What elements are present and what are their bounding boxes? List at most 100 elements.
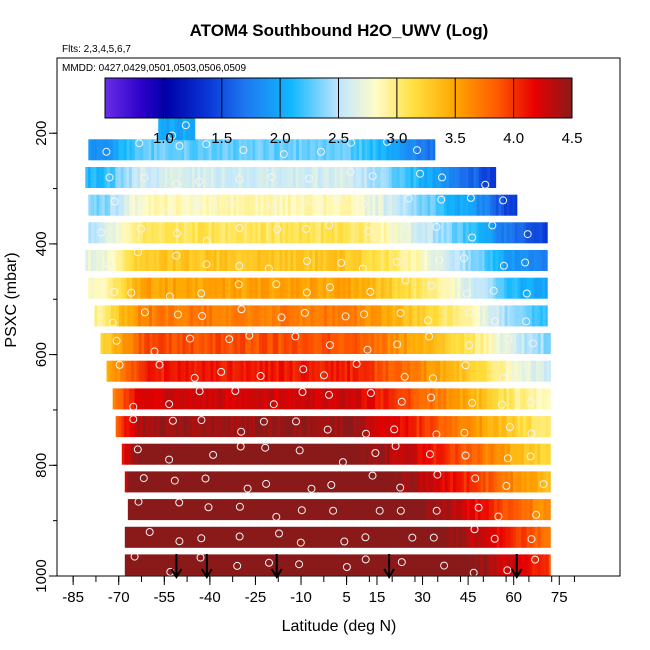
heatmap-cell — [162, 416, 166, 438]
heatmap-cell — [252, 139, 256, 161]
heatmap-cell — [523, 443, 528, 465]
y-tick-label: 1000 — [33, 559, 50, 592]
heatmap-cell — [133, 499, 137, 521]
heatmap-cell — [358, 250, 363, 271]
heatmap-cell — [348, 305, 353, 327]
heatmap-cell — [136, 499, 140, 521]
heatmap-cell — [291, 305, 295, 327]
heatmap-cell — [223, 554, 227, 576]
heatmap-cell — [229, 333, 233, 354]
heatmap-cell — [393, 360, 398, 382]
heatmap-cell — [392, 443, 396, 465]
heatmap-cell — [500, 250, 505, 271]
heatmap-cell — [173, 305, 178, 327]
heatmap-cell — [141, 554, 145, 576]
heatmap-cell — [127, 443, 131, 465]
heatmap-cell — [312, 277, 316, 299]
observation-marker — [174, 310, 182, 319]
heatmap-cell — [142, 388, 147, 410]
heatmap-cell — [305, 526, 309, 548]
colorbar-tick-label: 4.5 — [562, 130, 583, 147]
heatmap-cell — [424, 277, 429, 299]
heatmap-cell — [491, 526, 495, 548]
heatmap-cell — [230, 194, 234, 216]
heatmap-cell — [260, 277, 264, 299]
heatmap-cell — [383, 222, 387, 244]
heatmap-cell — [510, 443, 514, 465]
heatmap-cell — [297, 554, 301, 576]
heatmap-cell — [340, 526, 345, 548]
heatmap-cell — [409, 554, 413, 576]
heatmap-cell — [182, 333, 186, 354]
observation-marker — [295, 446, 304, 455]
heatmap-cell — [148, 277, 152, 299]
observation-marker — [275, 529, 283, 538]
heatmap-cell — [408, 416, 412, 438]
heatmap-cell — [219, 222, 223, 244]
heatmap-cell — [216, 250, 220, 271]
heatmap-cell — [240, 360, 244, 382]
heatmap-cell — [548, 499, 551, 521]
heatmap-cell — [458, 526, 462, 548]
heatmap-cell — [517, 277, 521, 299]
heatmap-cell — [115, 277, 120, 299]
heatmap-cell — [432, 277, 437, 299]
heatmap-cell — [139, 250, 144, 271]
heatmap-cell — [437, 360, 441, 382]
observation-marker — [347, 138, 355, 147]
heatmap-cell — [259, 360, 264, 382]
heatmap-cell — [140, 305, 145, 327]
heatmap-cell — [495, 416, 500, 438]
observation-marker — [340, 537, 349, 546]
heatmap-cell — [237, 499, 241, 521]
heatmap-cell — [339, 167, 343, 188]
heatmap-cell — [468, 277, 472, 299]
heatmap-cell — [420, 333, 424, 354]
heatmap-cell — [414, 526, 418, 548]
observation-marker — [110, 197, 119, 206]
heatmap-cell — [226, 333, 230, 354]
heatmap-cell — [490, 416, 494, 438]
heatmap-cell — [151, 416, 155, 438]
heatmap-cell — [364, 139, 368, 161]
heatmap-cell — [386, 416, 390, 438]
heatmap-cell — [104, 277, 109, 299]
heatmap-cell — [476, 250, 480, 271]
heatmap-cell — [267, 333, 271, 354]
heatmap-cell — [294, 526, 298, 548]
heatmap-cell — [192, 222, 196, 244]
observation-marker — [234, 280, 243, 289]
heatmap-cell — [270, 333, 274, 354]
heatmap-cell — [163, 115, 168, 141]
heatmap-cell — [502, 554, 506, 576]
heatmap-cell — [520, 277, 524, 299]
heatmap-cell — [220, 526, 224, 548]
heatmap-cell — [391, 194, 396, 216]
heatmap-cell — [223, 526, 227, 548]
heatmap-cell — [392, 471, 397, 493]
heatmap-cell — [170, 194, 174, 216]
heatmap-cell — [175, 416, 180, 438]
heatmap-cell — [397, 443, 402, 465]
heatmap-cell — [225, 139, 229, 161]
heatmap-cell — [161, 250, 166, 271]
heatmap-cell — [523, 416, 527, 438]
heatmap-cell — [491, 333, 495, 354]
observation-marker — [363, 345, 372, 354]
heatmap-cell — [133, 333, 137, 354]
heatmap-cell — [379, 499, 383, 521]
heatmap-cell — [376, 305, 380, 327]
heatmap-cell — [171, 554, 175, 576]
heatmap-cell — [464, 499, 468, 521]
heatmap-cell — [443, 194, 448, 216]
heatmap-cell — [546, 360, 551, 382]
heatmap-cell — [412, 499, 416, 521]
heatmap-cell — [369, 167, 374, 188]
heatmap-cell — [364, 416, 368, 438]
heatmap-cell — [477, 526, 481, 548]
heatmap-cell — [432, 416, 437, 438]
heatmap-cell — [334, 416, 338, 438]
heatmap-cell — [465, 167, 469, 188]
heatmap-cell — [436, 305, 440, 327]
heatmap-cell — [352, 360, 356, 382]
